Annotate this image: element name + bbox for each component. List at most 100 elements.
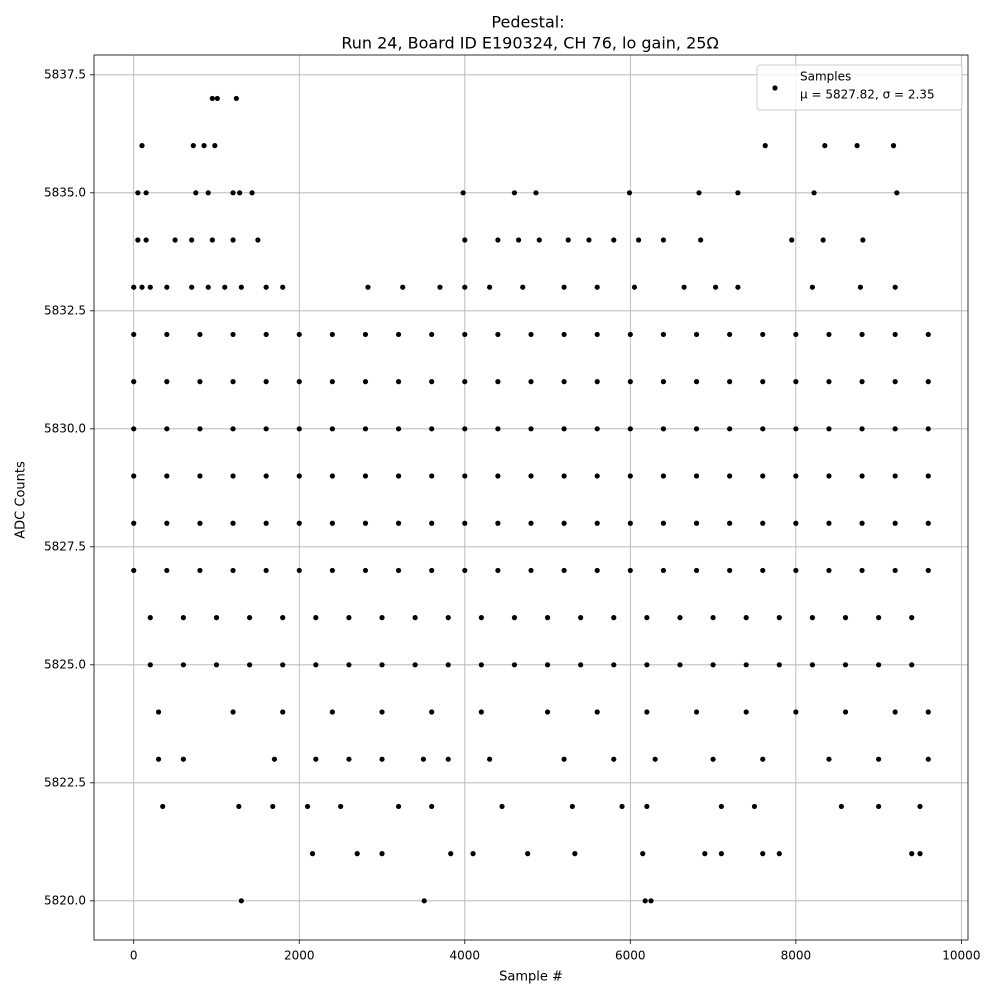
data-point <box>147 662 153 668</box>
data-point <box>696 190 702 196</box>
data-point <box>859 331 865 338</box>
data-point <box>594 520 600 526</box>
data-point <box>230 237 236 243</box>
data-point <box>909 851 915 857</box>
data-point <box>578 615 584 621</box>
data-point <box>164 520 170 526</box>
data-point <box>611 615 617 621</box>
data-point <box>627 379 633 385</box>
data-point <box>205 190 211 196</box>
y-tick-label: 5835.0 <box>44 185 86 199</box>
data-point <box>329 331 335 338</box>
data-point <box>379 662 385 668</box>
data-point <box>238 284 244 290</box>
data-point <box>594 331 600 338</box>
data-point <box>189 237 195 243</box>
data-point <box>143 237 149 243</box>
data-point <box>528 331 534 338</box>
data-point <box>164 379 170 385</box>
data-point <box>925 756 931 762</box>
data-point <box>263 567 269 574</box>
data-point <box>362 331 369 338</box>
data-point <box>611 756 617 762</box>
data-point <box>710 615 716 621</box>
data-point <box>362 520 369 526</box>
data-point <box>395 520 402 526</box>
data-point <box>565 237 571 243</box>
data-point <box>857 284 864 290</box>
data-point <box>346 615 352 621</box>
data-point <box>925 709 931 715</box>
data-point <box>793 709 799 715</box>
data-point <box>139 284 145 290</box>
data-point <box>205 284 211 290</box>
data-point <box>255 237 261 243</box>
data-point <box>197 520 203 526</box>
data-point <box>793 520 799 526</box>
data-point <box>859 567 865 574</box>
data-point <box>533 190 539 196</box>
data-point <box>760 756 766 762</box>
data-point <box>437 284 443 290</box>
y-tick-label: 5825.0 <box>44 657 86 671</box>
data-point <box>460 190 466 196</box>
data-point <box>462 237 468 243</box>
data-point <box>627 426 633 432</box>
data-point <box>131 379 137 385</box>
data-point <box>429 473 435 479</box>
data-point <box>309 851 316 857</box>
legend-box <box>756 64 963 111</box>
legend-label: Samples <box>800 70 851 84</box>
data-point <box>233 95 239 102</box>
data-point <box>925 567 931 574</box>
data-point <box>354 851 360 857</box>
data-point <box>395 379 402 385</box>
data-point <box>147 615 153 621</box>
data-point <box>139 143 145 149</box>
data-point <box>569 803 575 810</box>
data-point <box>917 851 923 857</box>
data-point <box>793 426 799 432</box>
data-point <box>395 331 402 338</box>
data-point <box>809 284 816 290</box>
chart-title: Pedestal: <box>491 13 564 32</box>
data-point <box>892 473 898 479</box>
data-point <box>395 473 402 479</box>
data-point <box>660 379 667 385</box>
data-point <box>395 426 402 432</box>
data-point <box>611 237 617 243</box>
data-point <box>544 662 551 668</box>
data-point <box>822 143 828 149</box>
data-point <box>859 379 865 385</box>
data-point <box>826 426 832 432</box>
data-point <box>693 379 700 385</box>
data-point <box>892 284 898 290</box>
data-point <box>751 803 758 810</box>
data-point <box>693 520 700 526</box>
chart-subtitle: Run 24, Board ID E190324, CH 76, lo gain… <box>341 34 718 53</box>
data-point <box>561 567 567 574</box>
data-point <box>511 190 518 196</box>
data-point <box>842 615 849 621</box>
data-point <box>652 756 658 762</box>
data-point <box>209 237 215 243</box>
data-point <box>379 709 385 715</box>
data-point <box>379 851 385 857</box>
data-point <box>561 426 567 432</box>
data-point <box>710 662 716 668</box>
data-point <box>296 567 302 574</box>
data-point <box>160 803 166 810</box>
data-point <box>594 284 600 290</box>
data-point <box>525 851 531 857</box>
data-point <box>296 520 302 526</box>
data-point <box>890 143 897 149</box>
data-point <box>313 662 319 668</box>
data-point <box>660 426 667 432</box>
data-point <box>487 284 493 290</box>
data-point <box>640 851 646 857</box>
data-point <box>462 567 468 574</box>
data-point <box>197 426 203 432</box>
data-point <box>214 95 220 102</box>
data-point <box>155 709 162 715</box>
data-point <box>155 756 162 762</box>
